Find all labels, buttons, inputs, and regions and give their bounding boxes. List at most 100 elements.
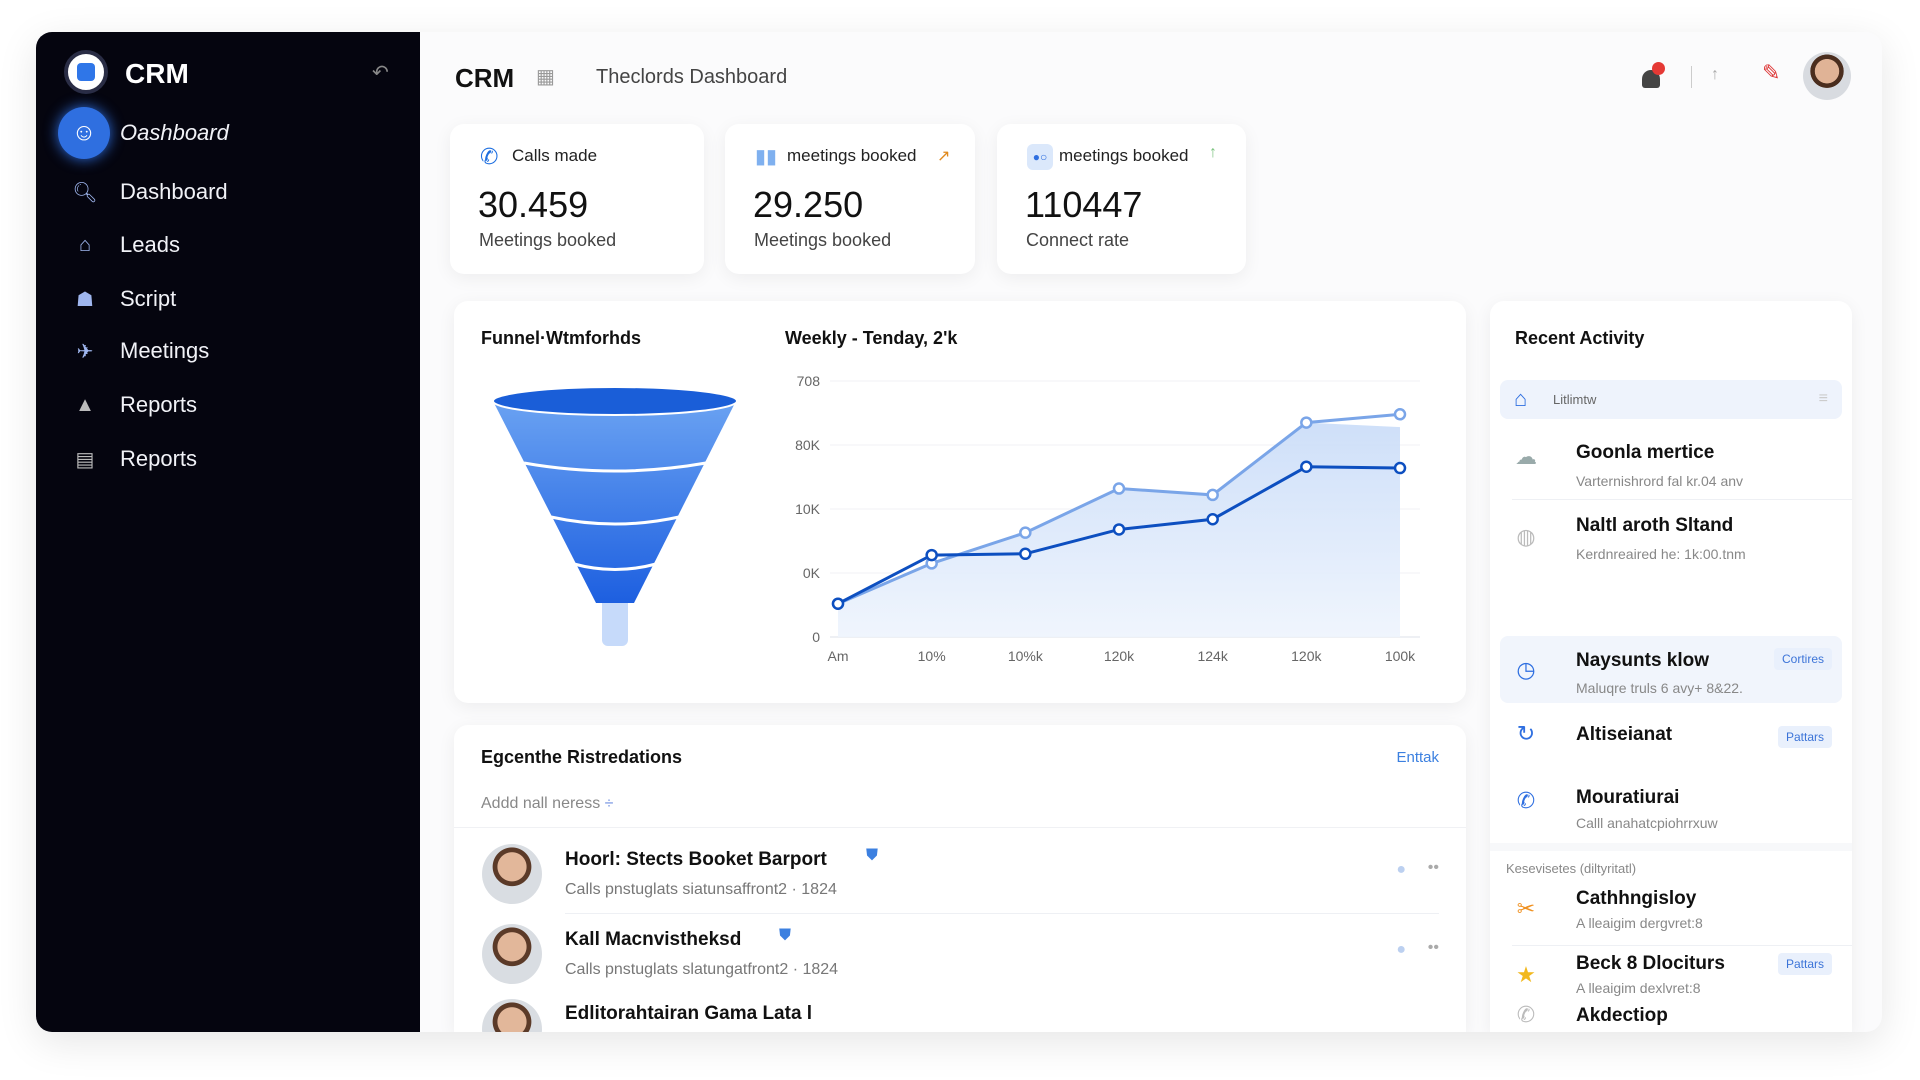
- home-icon: ⌂: [78, 233, 92, 256]
- header-brand: CRM: [455, 63, 515, 93]
- sidebar-item-label: Reports: [120, 446, 198, 471]
- activity-item[interactable]: ✆ Mouratiurai Calll anahatcpiohrrxuw: [1490, 785, 1852, 845]
- phone-icon: ✆: [480, 144, 499, 169]
- refresh-icon: ↻: [1516, 721, 1536, 746]
- search-icon: 🔍︎: [72, 181, 98, 204]
- toggle-icon[interactable]: ●: [1396, 861, 1406, 878]
- activity-item[interactable]: ✂ Cathhngisloy A lleaigim dergvret:8: [1490, 883, 1852, 949]
- filter-icon[interactable]: ≡: [1818, 390, 1828, 407]
- series-light-point: [1019, 526, 1032, 539]
- stat-value: 110447: [1025, 184, 1143, 225]
- activity-title: Beck 8 Dlociturs: [1576, 953, 1725, 974]
- activity-title: Cathhngisloy: [1576, 888, 1697, 909]
- activity-item[interactable]: ◍ Naltl aroth Sltand Kerdnreaired he: 1k:0…: [1490, 501, 1852, 571]
- shield-icon: ⛊: [866, 847, 879, 864]
- add-button[interactable]: Addd nall neress ÷: [481, 795, 613, 813]
- y-tick-label: 0: [812, 629, 820, 645]
- phone-icon: ✆: [1516, 1002, 1536, 1027]
- user-avatar[interactable]: [1803, 52, 1851, 100]
- activity-item[interactable]: ★ Beck 8 Dlociturs A lleaigim dexlvret:8 Pa…: [1490, 951, 1852, 1003]
- avatar: [482, 924, 542, 984]
- activity-title: Altiseianat: [1576, 724, 1673, 745]
- funnel-graphic: [492, 386, 738, 646]
- list-item[interactable]: Hoorl: Stects Booket Barport ⛊ Calls pns…: [454, 837, 1466, 917]
- activity-item[interactable]: ↻ Altiseianat Pattars: [1490, 708, 1852, 763]
- activity-item[interactable]: ☁ Goonla mertice Varternishrord fal kr.04 …: [1490, 431, 1852, 501]
- message-icon: ◍: [1516, 524, 1536, 549]
- divider: [454, 827, 1466, 828]
- more-icon[interactable]: ••: [1427, 859, 1439, 876]
- home-icon: ⌂: [1514, 386, 1528, 411]
- activity-item-highlighted[interactable]: ◷ Naysunts klow Maluqre truls 6 avy+ 8&22.…: [1490, 636, 1852, 703]
- activity-search[interactable]: ⌂ Litlimtw ≡: [1500, 380, 1842, 419]
- series-light-point: [1112, 482, 1126, 495]
- x-tick-label: 120k: [1104, 648, 1135, 664]
- series-light-point: [1300, 416, 1313, 429]
- sidebar-item-leads[interactable]: ⌂ Leads: [36, 223, 420, 267]
- chart-title: Weekly - Tenday, 2'k: [785, 328, 958, 348]
- list-item[interactable]: Edlitorahtairan Gama Lata l: [454, 995, 1466, 1032]
- upload-icon[interactable]: ↑: [1711, 66, 1719, 83]
- stat-sub: Meetings booked: [754, 230, 892, 250]
- sidebar-item-dashboard[interactable]: 🔍︎ Dashboard: [36, 170, 420, 214]
- layout-icon[interactable]: ▦: [536, 66, 555, 88]
- row-sub: Calls pnstuglats siatunsaffront2 · 1824: [565, 881, 837, 898]
- line-chart: 0 0K 10K 80K 708 Am 10% 10%k 120k 124k 120k 100k: [795, 373, 1420, 664]
- assistant-icon: ☺: [58, 107, 110, 159]
- sidebar-item-meetings[interactable]: ✈ Meetings: [36, 329, 420, 373]
- funnel-title: Funnel·Wtmforhds: [481, 328, 641, 348]
- series-dark-point: [1206, 512, 1219, 526]
- toggle-icon[interactable]: ●: [1396, 941, 1406, 958]
- palette-icon[interactable]: ✎: [1762, 60, 1781, 85]
- sidebar-item-active[interactable]: ☺ Oashboard: [36, 107, 420, 159]
- stat-label: Calls made: [512, 146, 598, 165]
- recent-activity-panel: Recent Activity ⌂ Litlimtw ≡ ☁ Goonla mer…: [1490, 301, 1852, 1032]
- stat-sub: Meetings booked: [479, 230, 617, 250]
- sidebar-item-label: Oashboard: [120, 120, 229, 145]
- status-badge: Cortires: [1773, 648, 1832, 670]
- plus-icon: ÷: [604, 795, 614, 812]
- search-placeholder: Litlimtw: [1553, 392, 1597, 407]
- chat-bot-icon: ☁: [1515, 444, 1537, 469]
- sidebar: CRM ↶ ☺ Oashboard 🔍︎ Dashboard ⌂ Leads ☗ Sc…: [36, 32, 420, 1032]
- x-tick-label: 10%k: [1008, 648, 1044, 664]
- recommendations-panel: Egcenthe Ristredations Enttak Addd nall …: [454, 725, 1466, 1032]
- activity-title: Naysunts klow: [1576, 650, 1710, 671]
- stat-label: meetings booked: [1059, 146, 1189, 165]
- sidebar-item-reports-2[interactable]: ▤ Reports: [36, 437, 420, 481]
- status-badge: Pattars: [1777, 726, 1832, 748]
- ticket-icon: ✂: [1516, 896, 1536, 921]
- send-icon: ✈: [76, 340, 94, 363]
- x-tick-label: Am: [828, 648, 849, 664]
- shield-icon: ⛊: [779, 927, 792, 944]
- activity-title: Goonla mertice: [1576, 442, 1715, 463]
- activity-item[interactable]: ✆ Akdectiop: [1490, 1001, 1852, 1032]
- activity-title: Recent Activity: [1515, 328, 1645, 348]
- divider: [1512, 499, 1852, 500]
- collapse-icon[interactable]: ↶: [372, 62, 389, 84]
- more-icon[interactable]: ••: [1427, 939, 1439, 956]
- x-tick-label: 120k: [1291, 648, 1322, 664]
- bell-icon: ▲: [75, 393, 95, 416]
- x-tick-label: 124k: [1197, 648, 1228, 664]
- activity-sub: A lleaigim dergvret:8: [1576, 915, 1703, 931]
- notifications-icon[interactable]: [1640, 62, 1665, 90]
- clock-icon: ◷: [1516, 657, 1536, 682]
- phone-icon: ✆: [1516, 788, 1536, 813]
- sidebar-item-script[interactable]: ☗ Script: [36, 277, 420, 321]
- activity-title: Mouratiurai: [1576, 787, 1680, 808]
- sidebar-item-reports[interactable]: ▲ Reports: [36, 383, 420, 427]
- document-icon: ▤: [75, 448, 95, 471]
- list-item[interactable]: Kall Macnvistheksd ⛊ Calls pnstuglats sl…: [454, 917, 1466, 995]
- row-title: Kall Macnvistheksd: [565, 929, 742, 950]
- stat-card-connect: ●○ meetings booked ↑ 110447 Connect rate: [997, 124, 1246, 274]
- activity-title: Naltl aroth Sltand: [1576, 515, 1734, 536]
- activity-sub: Varternishrord fal kr.04 anv: [1576, 473, 1744, 489]
- activity-sub: A lleaigim dexlvret:8: [1576, 980, 1701, 996]
- page-title: Theclords Dashboard: [596, 66, 788, 88]
- activity-sub: Calll anahatcpiohrrxuw: [1576, 815, 1718, 831]
- bar-chart-icon: ▮▮: [755, 146, 778, 168]
- sidebar-item-label: Leads: [120, 232, 180, 257]
- list-action-link[interactable]: Enttak: [1396, 749, 1439, 766]
